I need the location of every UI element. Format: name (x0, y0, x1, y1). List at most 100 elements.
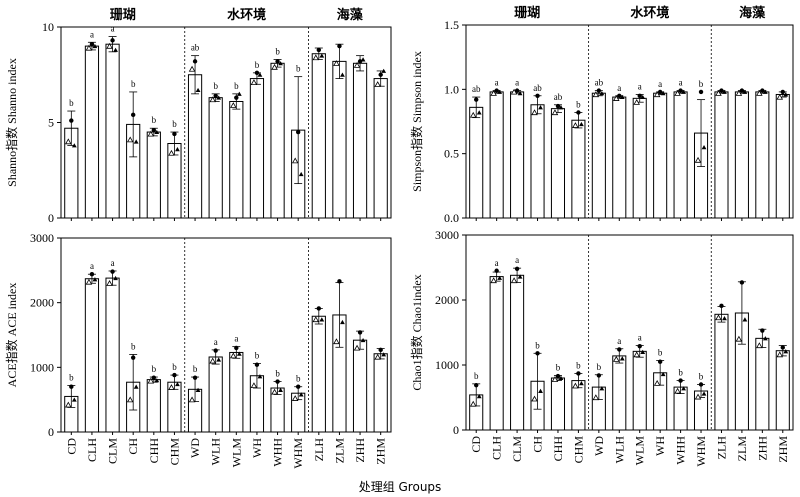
replicate-point (514, 266, 520, 271)
significance-letter: b (255, 350, 260, 360)
y-axis-label: Simpson指数 Simpson index (409, 51, 424, 192)
y-axis-label: ACE指数 ACE index (4, 283, 19, 388)
replicate-point (337, 279, 342, 284)
replicate-point (762, 89, 768, 94)
replicate-point (213, 93, 218, 98)
replicate-point (254, 362, 260, 367)
replicate-point (319, 317, 325, 322)
plot-frame (465, 24, 794, 219)
y-axis-label: Chao1指数 Chao1index (409, 274, 424, 390)
y-tick-label: 1000 (435, 358, 459, 372)
replicate-point (494, 88, 499, 93)
x-tick-label: ZHH (755, 436, 769, 461)
replicate-point (69, 384, 74, 389)
y-axis-label: Shanno指数 Shanno index (4, 58, 19, 187)
significance-letter: b (699, 372, 704, 382)
replicate-point (719, 303, 724, 309)
replicate-point (312, 54, 320, 61)
replicate-point (715, 314, 722, 321)
replicate-point (599, 386, 605, 391)
replicate-point (592, 394, 600, 401)
replicate-point (295, 384, 301, 389)
significance-letter: ab (472, 84, 481, 94)
y-tick-label: 3000 (435, 228, 459, 242)
significance-letter: b (172, 362, 177, 372)
y-tick-label: 2000 (435, 293, 459, 307)
replicate-point (154, 378, 160, 383)
plot-frame (60, 237, 392, 433)
significance-letter: b (556, 362, 561, 372)
bar-ZHH (352, 62, 368, 219)
replicate-point (133, 384, 139, 389)
replicate-point (739, 88, 745, 93)
replicate-point (130, 355, 136, 360)
replicate-point (381, 352, 387, 357)
replicate-point (490, 89, 497, 96)
significance-letter: b (275, 369, 280, 379)
replicate-point (783, 349, 789, 354)
bar-ZHH (755, 337, 770, 431)
bar-ZHH (755, 91, 770, 219)
x-tick-label: ZHH (353, 438, 367, 463)
x-tick-label: CHH (147, 438, 161, 464)
replicate-point (592, 91, 600, 98)
significance-letter: b (152, 115, 157, 125)
replicate-point (701, 391, 707, 396)
replicate-point (469, 111, 477, 118)
replicate-point (113, 47, 118, 52)
replicate-point (172, 372, 177, 378)
bar-WHH (270, 62, 285, 219)
replicate-point (192, 375, 198, 380)
y-tick-label: 1.5 (444, 18, 459, 32)
replicate-point (551, 109, 559, 116)
replicate-point (188, 396, 196, 403)
bar-ZLH (311, 53, 326, 219)
replicate-point (637, 343, 642, 349)
y-tick-label: 1.0 (444, 82, 459, 96)
replicate-point (742, 317, 748, 322)
replicate-point (85, 278, 93, 285)
bar-CLM (105, 277, 120, 433)
x-tick-label: CLH (490, 436, 504, 460)
replicate-point (250, 382, 258, 389)
significance-letter: b (152, 364, 157, 374)
bar-ZHM (775, 350, 790, 431)
replicate-point (576, 110, 581, 115)
x-tick-label: WLM (633, 436, 647, 466)
replicate-point (168, 149, 175, 156)
x-tick-label: CD (64, 438, 78, 455)
replicate-point (275, 59, 280, 64)
replicate-point (271, 388, 278, 395)
significance-letter: a (234, 334, 238, 344)
replicate-point (234, 345, 239, 351)
x-tick-label: WD (592, 436, 606, 456)
significance-letter: a (214, 337, 218, 347)
significance-letter: ab (554, 92, 563, 102)
significance-letter: b (131, 341, 136, 351)
x-tick-label: CLH (85, 438, 99, 462)
replicate-point (576, 371, 581, 376)
replicate-point (340, 72, 345, 77)
replicate-point (660, 90, 666, 96)
group-label: 海藻 (739, 5, 766, 20)
replicate-point (490, 277, 497, 284)
replicate-point (209, 96, 216, 103)
x-tick-label: WH (250, 438, 264, 458)
significance-letter: a (658, 79, 662, 89)
y-tick-label: 1000 (30, 360, 54, 374)
y-tick-label: 0.5 (444, 147, 459, 161)
replicate-point (674, 89, 681, 96)
replicate-point (701, 145, 707, 150)
bar-CLM (510, 91, 525, 219)
replicate-point (742, 89, 748, 94)
replicate-point (633, 98, 641, 105)
replicate-point (476, 110, 482, 115)
significance-letter: b (193, 364, 198, 374)
significance-letter: b (296, 374, 301, 384)
significance-letter: b (576, 360, 581, 370)
replicate-point (213, 348, 218, 353)
replicate-point (756, 342, 763, 349)
bar-ZLM (734, 91, 749, 219)
replicate-point (151, 375, 157, 380)
bar-CHM (571, 119, 586, 219)
